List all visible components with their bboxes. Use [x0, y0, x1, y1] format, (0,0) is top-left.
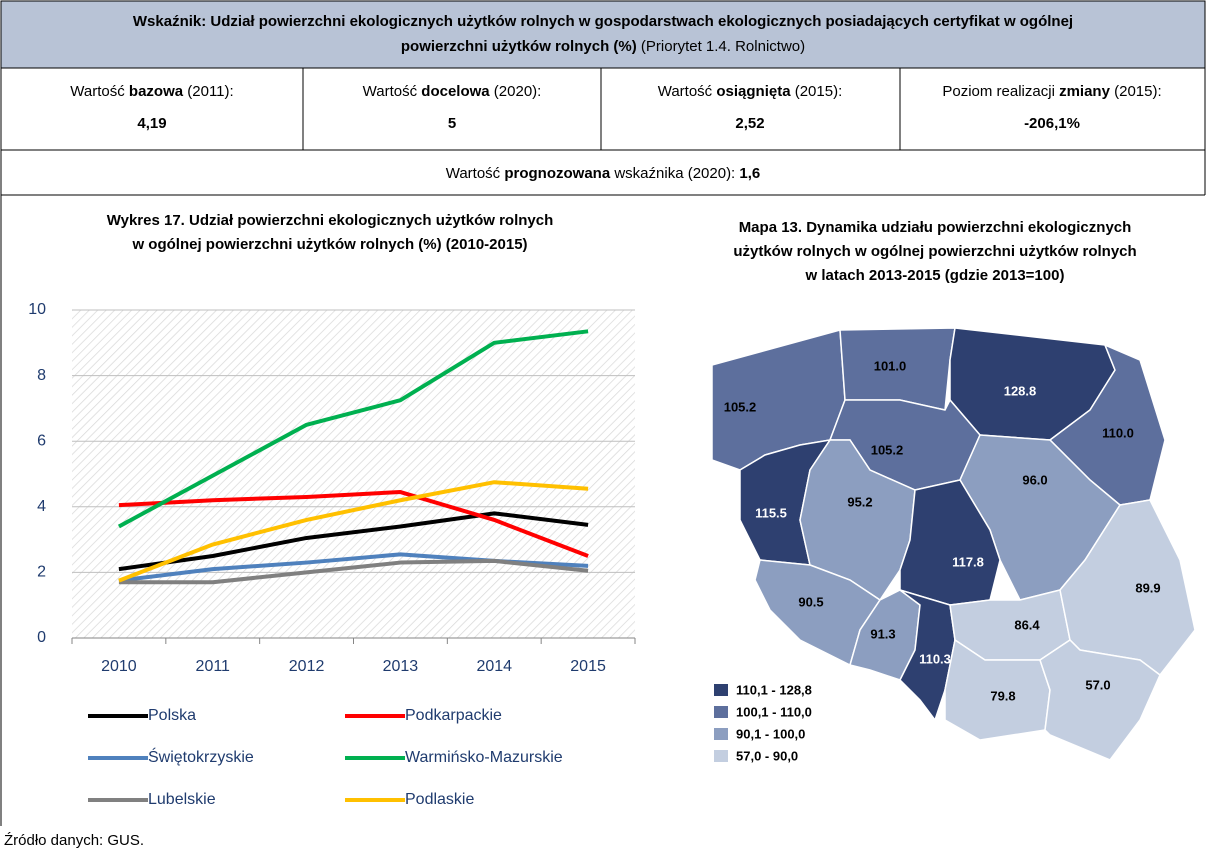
region-label: 117.8 — [952, 554, 984, 569]
table-lines — [0, 67, 1206, 826]
chart-title: Wykres 17. Udział powierzchni ekologiczn… — [107, 212, 554, 229]
y-tick-label: 8 — [37, 367, 46, 384]
cell-label: osiągnięta — [716, 83, 791, 100]
region-label: 86.4 — [1014, 617, 1040, 632]
cell-label: Poziom realizacji zmiany (2015): — [942, 83, 1161, 100]
legend-swatch — [714, 728, 728, 740]
region-label: 110.0 — [1102, 425, 1134, 440]
region-label: 89.9 — [1135, 580, 1160, 595]
header-note: (Priorytet 1.4. Rolnictwo) — [637, 38, 805, 55]
x-tick-label: 2013 — [383, 658, 419, 675]
map-region — [1039, 639, 1161, 761]
region-label: 90.5 — [798, 594, 823, 609]
x-tick-label: 2014 — [476, 658, 512, 675]
legend-label: Świętokrzyskie — [148, 747, 254, 766]
cell-label: (2015): — [1110, 83, 1162, 100]
legend-label: 100,1 - 110,0 — [736, 704, 812, 719]
x-tick-label: 2015 — [570, 658, 606, 675]
cell-label: Wartość — [70, 83, 129, 100]
map-title: użytków rolnych w ogólnej powierzchni uż… — [733, 243, 1136, 260]
cell-label: docelowa — [421, 83, 490, 100]
x-tick-label: 2012 — [289, 658, 325, 675]
region-label: 91.3 — [870, 626, 895, 641]
header-title: Wskaźnik: Udział powierzchni ekologiczny… — [133, 13, 1073, 30]
source: Źródło danych: GUS. — [4, 832, 144, 849]
header-title: powierzchni użytków rolnych (%) — [401, 38, 637, 55]
header-title: powierzchni użytków rolnych (%) (Prioryt… — [401, 38, 805, 55]
cell-label: (2015): — [791, 83, 843, 100]
region-label: 128.8 — [1004, 383, 1037, 398]
forecast: Wartość prognozowana wskaźnika (2020): 1… — [446, 165, 761, 182]
map-title: Mapa 13. Dynamika udziału powierzchni ek… — [739, 219, 1132, 236]
legend-label: Polska — [148, 707, 196, 724]
legend-label: Lubelskie — [148, 791, 216, 808]
chart-title: w ogólnej powierzchni użytków rolnych (%… — [131, 236, 527, 253]
cell-label: Wartość bazowa (2011): — [70, 83, 233, 100]
forecast-value: 1,6 — [739, 165, 760, 182]
region-label: 96.0 — [1022, 472, 1047, 487]
cell-label: Wartość — [363, 83, 422, 100]
plot-area — [72, 310, 635, 638]
series-line — [117, 329, 589, 529]
cell-value: -206,1% — [1024, 115, 1080, 132]
cell-label: Wartość osiągnięta (2015): — [658, 83, 843, 100]
forecast-text: Wartość — [446, 165, 505, 182]
cell-value: 5 — [448, 115, 456, 132]
legend-label: Podlaskie — [405, 791, 474, 808]
series-line — [118, 511, 589, 572]
map-title: w latach 2013-2015 (gdzie 2013=100) — [805, 267, 1065, 284]
cell-value: 4,19 — [137, 115, 166, 132]
cell-label: Poziom realizacji — [942, 83, 1059, 100]
legend-label: Warmińsko-Mazurskie — [405, 749, 563, 766]
header-bg — [0, 0, 1206, 69]
legend-label: 110,1 - 128,8 — [736, 682, 812, 697]
legend-swatch — [714, 706, 728, 718]
region-label: 115.5 — [755, 505, 787, 520]
y-tick-label: 2 — [37, 564, 46, 581]
region-label: 79.8 — [990, 688, 1015, 703]
cell-label: (2020): — [490, 83, 542, 100]
legend-label: 57,0 - 90,0 — [736, 748, 798, 763]
region-label: 110.3 — [919, 651, 951, 666]
legend-label: 90,1 - 100,0 — [736, 726, 805, 741]
region-label: 57.0 — [1085, 677, 1110, 692]
series-line — [118, 480, 589, 583]
y-tick-label: 10 — [28, 301, 46, 318]
region-label: 105.2 — [871, 442, 904, 457]
x-tick-label: 2010 — [101, 658, 137, 675]
legend-swatch — [714, 750, 728, 762]
cell-value: 2,52 — [735, 115, 764, 132]
region-label: 105.2 — [724, 399, 757, 414]
region-label: 101.0 — [874, 358, 907, 373]
y-tick-label: 6 — [37, 432, 46, 449]
cell-label: Wartość — [658, 83, 717, 100]
cell-label: bazowa — [129, 83, 184, 100]
forecast-text: wskaźnika (2020): — [610, 165, 739, 182]
cell-label: (2011): — [183, 83, 234, 100]
cell-label: zmiany — [1059, 83, 1111, 100]
x-tick-label: 2011 — [196, 658, 231, 675]
map-region — [799, 439, 916, 602]
series-line — [118, 558, 589, 585]
legend-label: Podkarpackie — [405, 707, 502, 724]
region-label: 95.2 — [847, 494, 872, 509]
y-tick-label: 4 — [37, 498, 46, 515]
forecast-text: prognozowana — [504, 165, 610, 182]
legend-swatch — [714, 684, 728, 696]
y-tick-label: 0 — [37, 629, 46, 646]
series-line — [118, 490, 589, 558]
cell-label: Wartość docelowa (2020): — [363, 83, 542, 100]
